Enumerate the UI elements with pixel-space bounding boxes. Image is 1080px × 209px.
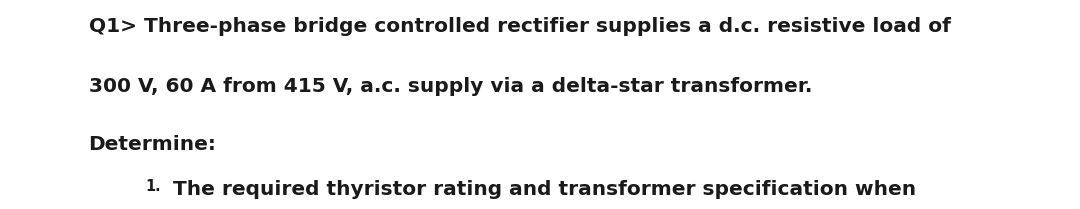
Text: The required thyristor rating and transformer specification when: The required thyristor rating and transf… [173,180,916,199]
Text: 300 V, 60 A from 415 V, a.c. supply via a delta-star transformer.: 300 V, 60 A from 415 V, a.c. supply via … [89,77,812,96]
Text: 1.: 1. [146,179,161,194]
Text: Determine:: Determine: [89,135,216,154]
Text: Q1> Three-phase bridge controlled rectifier supplies a d.c. resistive load of: Q1> Three-phase bridge controlled rectif… [89,17,950,36]
